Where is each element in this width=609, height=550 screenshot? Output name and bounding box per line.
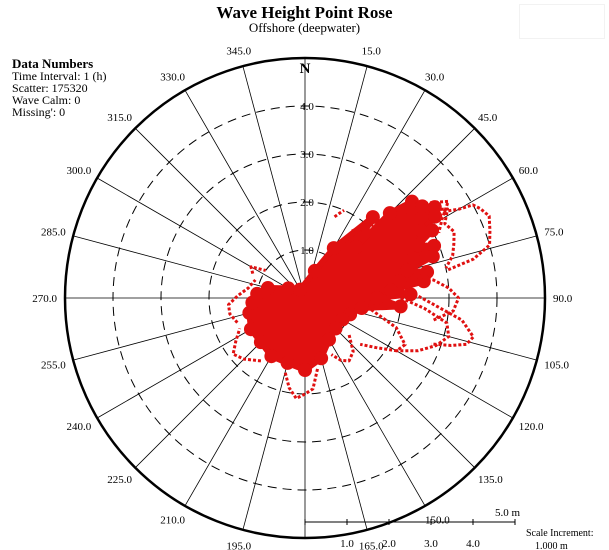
scatter-point — [280, 355, 295, 370]
scatter-point — [307, 263, 322, 278]
direction-label: 315.0 — [107, 112, 132, 124]
direction-label: 105.0 — [544, 359, 569, 371]
scatter-point — [365, 210, 380, 225]
scatter-point — [370, 291, 384, 305]
direction-label: 300.0 — [67, 165, 92, 177]
scatter-trail — [396, 296, 451, 353]
chart-subtitle: Offshore (deepwater) — [248, 20, 361, 35]
scatter-trail — [359, 308, 407, 353]
direction-label: 45.0 — [478, 112, 498, 124]
scatter-trail — [351, 222, 376, 233]
direction-label: 165.0 — [359, 540, 384, 550]
data-numbers-panel: Data Numbers Time Interval: 1 (h) Scatte… — [12, 57, 107, 118]
scatter-trail — [430, 207, 456, 269]
scatter-point — [392, 274, 407, 289]
scatter-point — [427, 238, 442, 253]
direction-label: 15.0 — [362, 46, 382, 58]
scatter-point — [253, 335, 268, 350]
direction-label: 60.0 — [519, 165, 539, 177]
direction-label: 210.0 — [160, 515, 185, 527]
scatter-point — [384, 283, 399, 298]
north-label: N — [300, 61, 311, 77]
scatter-trail — [333, 209, 345, 219]
direction-label: 150.0 — [425, 515, 450, 527]
scatter-trail — [330, 334, 355, 363]
scatter-points — [226, 194, 492, 400]
scatter-count-text: Scatter: 175320 — [12, 81, 88, 95]
ring-label: 1.0 — [300, 245, 314, 257]
direction-label: 345.0 — [226, 46, 251, 58]
direction-label: 30.0 — [425, 71, 445, 83]
scatter-point — [293, 282, 308, 297]
chart-title: Wave Height Point Rose — [216, 3, 393, 22]
scatter-trail — [249, 265, 267, 275]
scale-increment-value: 1.000 m — [535, 541, 568, 550]
ring-label: 2.0 — [300, 197, 314, 209]
scatter-point — [298, 363, 312, 377]
direction-label: 270.0 — [32, 293, 57, 305]
direction-spoke — [242, 66, 306, 299]
scatter-trail — [226, 278, 257, 324]
direction-spoke — [135, 128, 306, 299]
scatter-trail — [231, 327, 262, 363]
scatter-trail — [415, 199, 450, 234]
scatter-point — [322, 332, 336, 347]
direction-spoke — [96, 177, 306, 299]
ring-label: 4.0 — [300, 101, 314, 113]
scatter-point — [393, 299, 408, 314]
scatter-point — [382, 206, 397, 221]
direction-label: 285.0 — [41, 227, 66, 239]
scatter-point — [411, 238, 426, 253]
direction-label: 195.0 — [226, 540, 251, 550]
direction-label: 90.0 — [553, 293, 573, 305]
scatter-point — [281, 281, 296, 296]
direction-labels: 1.0 2.0 3.0 4.0 15.0 30.0 45.0 60.0 75.0 90.0 105.… — [32, 46, 573, 550]
scatter-point — [250, 286, 265, 301]
direction-spoke — [304, 66, 368, 299]
scatter-cluster — [246, 198, 439, 373]
scale-bar: 5.0 m Scale Increment: 1.000 m 1.0 2.0 3.0… — [304, 507, 593, 550]
corner-box — [519, 4, 605, 39]
direction-label: 75.0 — [544, 227, 564, 239]
direction-spoke — [184, 89, 306, 299]
scatter-point — [314, 351, 329, 366]
direction-label: 240.0 — [67, 421, 92, 433]
scatter-point — [243, 322, 258, 337]
data-numbers-heading: Data Numbers — [12, 56, 94, 71]
scale-max-label: 5.0 m — [495, 507, 521, 519]
scatter-point — [328, 321, 343, 336]
scale-tick-label: 2.0 — [382, 538, 396, 550]
direction-label: 330.0 — [160, 71, 185, 83]
scatter-point — [354, 301, 369, 316]
scatter-point — [425, 223, 440, 238]
scale-tick-label: 1.0 — [340, 538, 354, 550]
time-interval-text: Time Interval: 1 (h) — [12, 69, 107, 83]
scatter-point — [406, 251, 421, 266]
scatter-point — [348, 240, 363, 255]
direction-label: 120.0 — [519, 421, 544, 433]
wave-calm-text: Wave Calm: 0 — [12, 93, 81, 107]
scale-tick-label: 3.0 — [424, 538, 438, 550]
scatter-trail — [404, 287, 475, 347]
scatter-point — [425, 249, 440, 264]
scatter-point — [400, 263, 415, 278]
scatter-point — [414, 223, 429, 238]
direction-label: 135.0 — [478, 474, 503, 486]
scatter-point — [404, 201, 419, 216]
scale-increment-label: Scale Increment: — [526, 528, 593, 539]
scatter-trail — [443, 203, 492, 272]
direction-label: 225.0 — [107, 474, 132, 486]
scatter-point — [326, 241, 341, 256]
scatter-trail — [412, 273, 461, 322]
scatter-point — [264, 349, 279, 364]
direction-label: 255.0 — [41, 359, 66, 371]
scatter-point — [260, 281, 275, 296]
scatter-trail — [283, 368, 319, 400]
missing-text: Missing': 0 — [12, 105, 66, 119]
ring-label: 3.0 — [300, 149, 314, 161]
scale-tick-label: 4.0 — [466, 538, 480, 550]
scatter-point — [428, 209, 443, 224]
